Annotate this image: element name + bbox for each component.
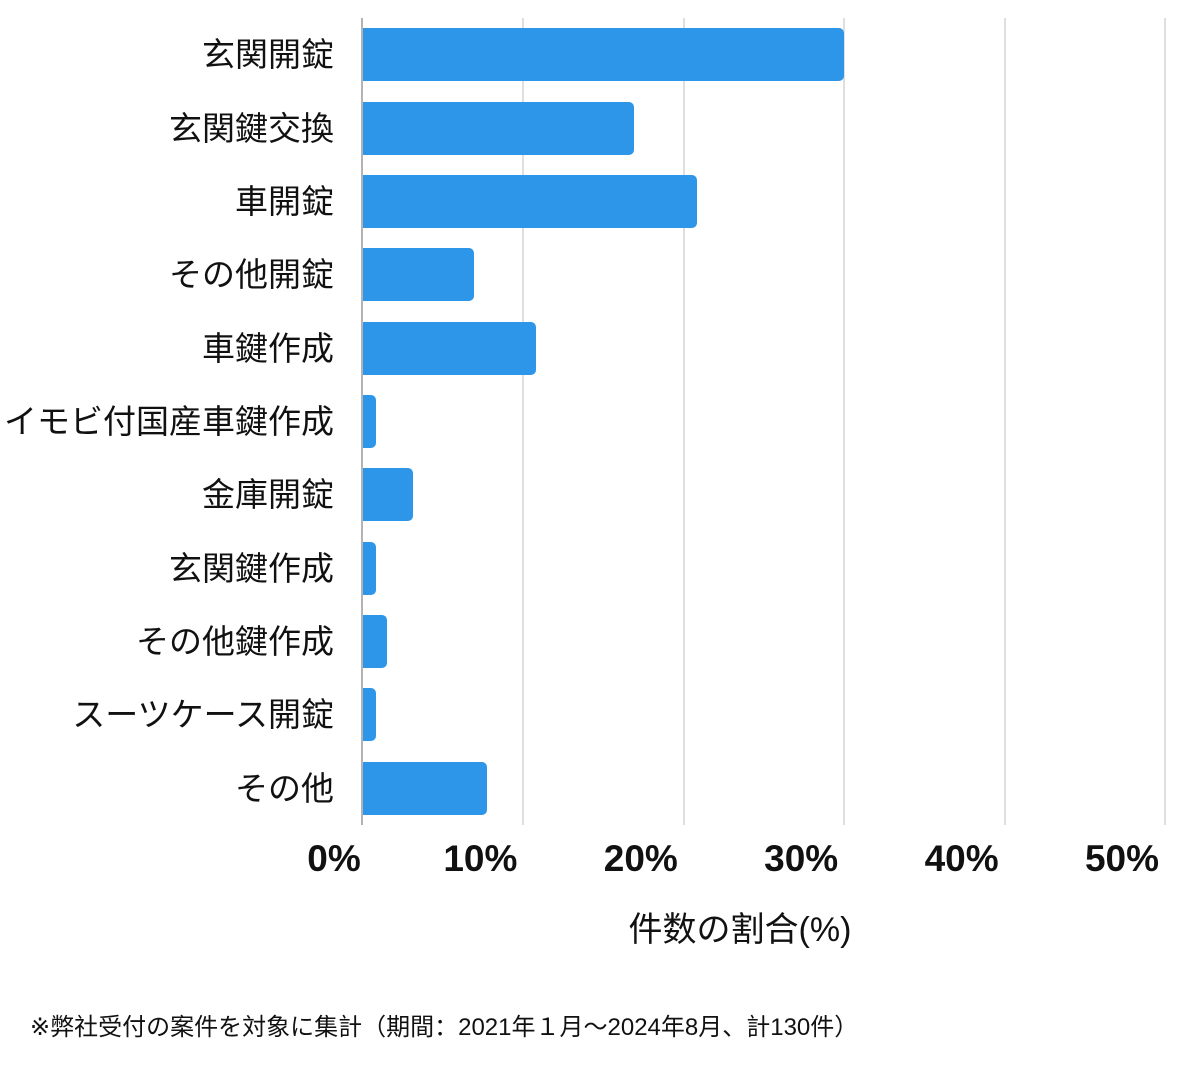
bar-row [363,91,1165,164]
bar-row [363,385,1165,458]
category-label: スーツケース開錠 [72,696,334,734]
category-label: イモビ付国産車鍵作成 [4,402,334,440]
category-label: その他開錠 [169,256,334,294]
gridline [682,18,685,825]
gridline [1164,18,1166,825]
bar [363,394,376,448]
bar [363,101,635,155]
bar [363,688,376,742]
x-tick-label: 50% [1084,838,1160,879]
bar-row [363,678,1165,751]
x-tick-label: 10% [443,838,518,879]
gridlines [363,18,1166,825]
footnote: ※弊社受付の案件を対象に集計（期間：2021年１月～2024年8月、計130件） [30,1014,859,1041]
x-tick-label: 0% [307,838,361,879]
x-axis-ticks: 0% 10% 20% 30% 40% 50% [0,840,1200,888]
category-label: 玄関開錠 [202,36,334,74]
category-label: その他 [235,769,334,807]
bar-row [363,165,1165,238]
gridline [522,18,525,825]
bar [363,468,413,522]
bar [363,761,487,815]
bar [363,541,376,595]
bar-row [363,752,1165,825]
category-labels: 玄関開錠玄関鍵交換車開錠その他開錠車鍵作成イモビ付国産車鍵作成金庫開錠玄関鍵作成… [0,18,348,825]
category-label: 車開錠 [235,182,334,220]
bar-row [363,458,1165,531]
bar [363,321,537,375]
category-label: 玄関鍵作成 [169,549,334,587]
bar [363,28,845,82]
bar-series [363,18,1165,825]
bar [363,615,388,669]
bar-row [363,532,1165,605]
gridline [843,18,846,825]
category-label: 金庫開錠 [202,476,334,514]
x-tick-label: 40% [924,838,999,879]
plot-area [361,18,1166,825]
x-tick-label: 30% [764,838,839,879]
bar-row [363,238,1165,311]
bar [363,174,697,228]
bar [363,248,474,302]
gridline [1003,18,1006,825]
x-axis-label: 件数の割合(%) [628,911,852,949]
category-label: その他鍵作成 [136,623,334,661]
category-label: 車鍵作成 [202,329,334,367]
bar-row [363,18,1165,91]
x-tick-label: 20% [603,838,678,879]
bar-row [363,605,1165,678]
bar-row [363,311,1165,384]
category-label: 玄関鍵交換 [169,109,334,147]
